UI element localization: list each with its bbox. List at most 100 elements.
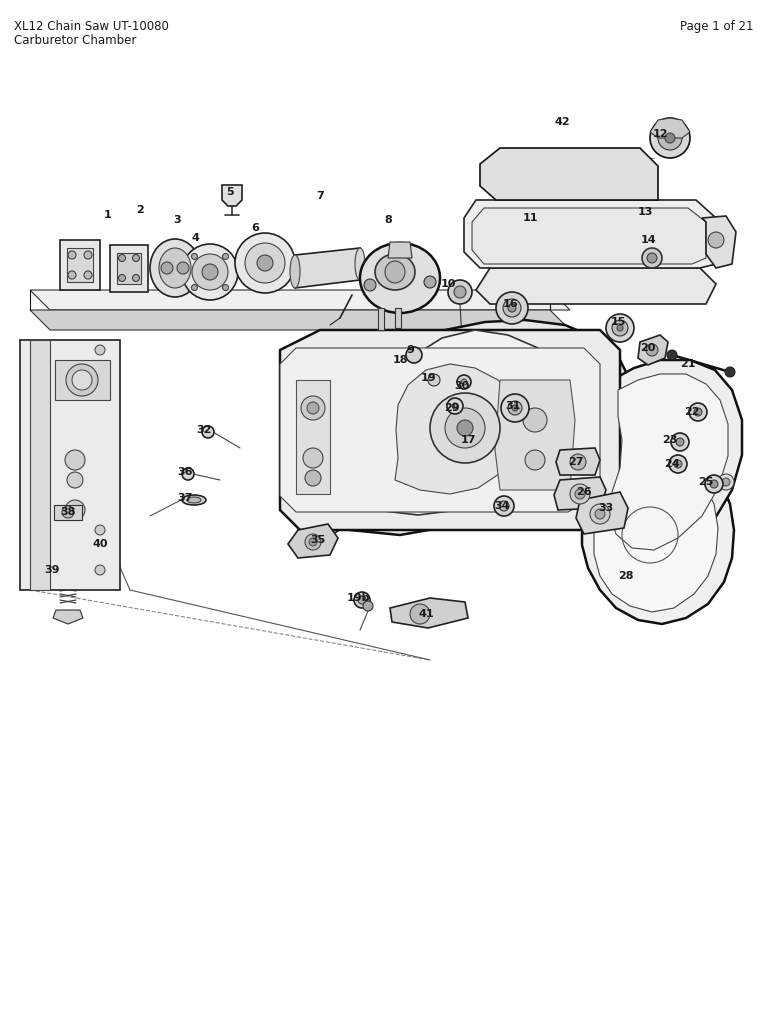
Circle shape <box>354 592 370 608</box>
Circle shape <box>647 253 657 263</box>
Circle shape <box>118 274 125 282</box>
Polygon shape <box>222 185 242 206</box>
Text: 41: 41 <box>419 609 434 618</box>
Polygon shape <box>610 374 728 550</box>
Text: 29: 29 <box>444 403 460 413</box>
Circle shape <box>192 254 228 290</box>
Circle shape <box>68 251 76 259</box>
Circle shape <box>191 285 197 291</box>
Polygon shape <box>480 148 658 200</box>
Circle shape <box>718 474 734 490</box>
Circle shape <box>452 403 458 409</box>
Circle shape <box>617 325 623 331</box>
Text: 33: 33 <box>598 503 614 513</box>
Polygon shape <box>378 308 384 330</box>
Text: 2: 2 <box>136 205 144 215</box>
Polygon shape <box>30 310 570 330</box>
Ellipse shape <box>355 248 365 280</box>
Text: 18: 18 <box>392 355 408 365</box>
Circle shape <box>448 280 472 304</box>
Text: 21: 21 <box>680 359 696 369</box>
Circle shape <box>72 370 92 390</box>
Circle shape <box>62 506 74 518</box>
Text: 40: 40 <box>92 539 108 549</box>
Text: 22: 22 <box>684 407 700 417</box>
Circle shape <box>118 255 125 261</box>
Circle shape <box>642 248 662 268</box>
Circle shape <box>182 244 238 300</box>
Polygon shape <box>576 492 628 534</box>
Circle shape <box>223 254 229 259</box>
Text: 8: 8 <box>384 215 392 225</box>
Text: 1: 1 <box>104 210 112 220</box>
Polygon shape <box>395 308 401 328</box>
Polygon shape <box>638 335 668 365</box>
Polygon shape <box>110 245 148 292</box>
Circle shape <box>725 367 735 377</box>
Text: 30: 30 <box>455 381 469 391</box>
Polygon shape <box>288 524 338 558</box>
Circle shape <box>182 468 194 480</box>
Circle shape <box>410 604 430 624</box>
Polygon shape <box>582 444 734 624</box>
Text: 25: 25 <box>698 477 713 487</box>
Text: 17: 17 <box>460 435 475 445</box>
Circle shape <box>508 304 516 312</box>
Circle shape <box>676 438 684 446</box>
Text: 34: 34 <box>495 501 510 511</box>
Circle shape <box>358 596 366 604</box>
Text: 7: 7 <box>316 191 324 201</box>
Circle shape <box>307 402 319 414</box>
Circle shape <box>223 285 229 291</box>
Polygon shape <box>556 449 600 475</box>
Circle shape <box>508 401 522 415</box>
Circle shape <box>590 504 610 524</box>
Circle shape <box>67 472 83 488</box>
Circle shape <box>708 232 724 248</box>
Circle shape <box>202 426 214 438</box>
Circle shape <box>705 475 723 493</box>
Circle shape <box>364 279 376 291</box>
Polygon shape <box>592 360 742 562</box>
Text: 26: 26 <box>576 487 592 497</box>
Circle shape <box>65 450 85 470</box>
Polygon shape <box>117 253 141 284</box>
Circle shape <box>177 262 189 274</box>
Polygon shape <box>476 268 716 304</box>
Circle shape <box>430 393 500 463</box>
Circle shape <box>245 243 285 283</box>
Circle shape <box>445 408 485 449</box>
Polygon shape <box>295 248 360 288</box>
Circle shape <box>494 496 514 516</box>
Text: 39: 39 <box>45 565 60 575</box>
Text: ο: ο <box>32 435 38 445</box>
Circle shape <box>95 345 105 355</box>
Circle shape <box>669 455 687 473</box>
Polygon shape <box>594 458 718 612</box>
Circle shape <box>722 478 730 486</box>
Circle shape <box>671 433 689 451</box>
Circle shape <box>133 274 140 282</box>
Circle shape <box>525 450 545 470</box>
Circle shape <box>503 299 521 317</box>
Polygon shape <box>464 200 716 268</box>
Text: 19b: 19b <box>346 593 369 603</box>
Text: 38: 38 <box>61 507 76 517</box>
Circle shape <box>457 375 471 389</box>
Text: 13: 13 <box>637 207 653 217</box>
Text: 9: 9 <box>406 345 414 355</box>
Circle shape <box>84 271 92 279</box>
Text: ο: ο <box>32 485 38 495</box>
Circle shape <box>501 394 529 422</box>
Ellipse shape <box>360 243 440 313</box>
Text: 3: 3 <box>174 215 180 225</box>
Circle shape <box>66 364 98 396</box>
Polygon shape <box>60 240 100 290</box>
Ellipse shape <box>159 248 191 288</box>
Text: 11: 11 <box>522 213 538 223</box>
Text: 23: 23 <box>662 435 677 445</box>
Polygon shape <box>67 248 93 282</box>
Text: 32: 32 <box>197 425 212 435</box>
Circle shape <box>595 509 605 519</box>
Text: 19: 19 <box>420 373 435 383</box>
